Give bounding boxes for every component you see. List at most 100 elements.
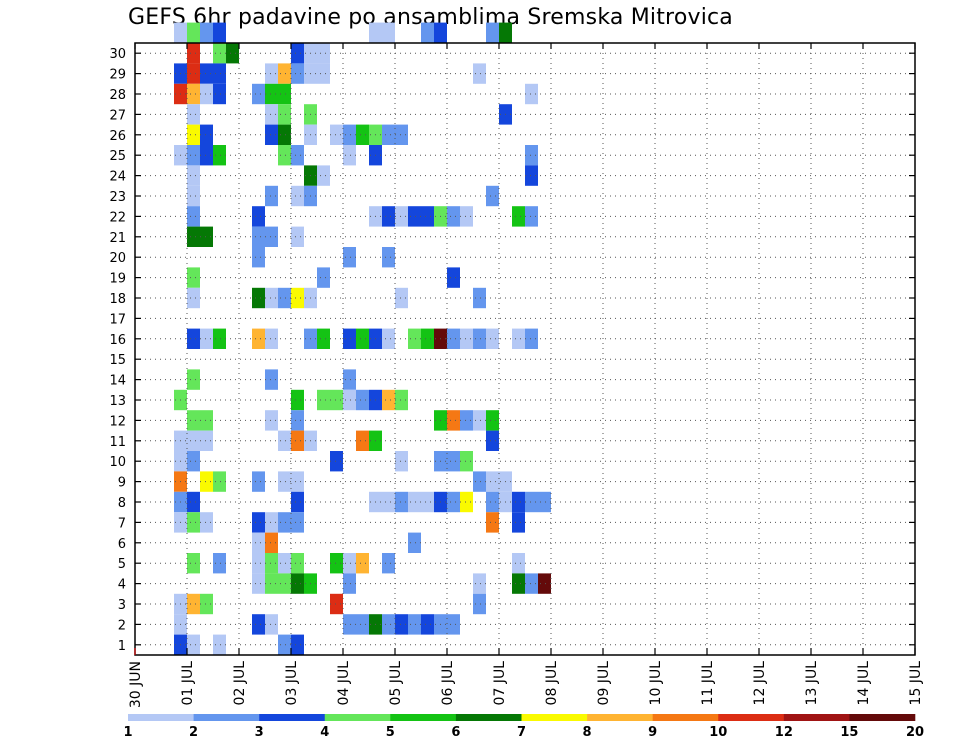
heatmap-cell [473,63,486,84]
heatmap-cell [200,512,213,533]
colorbar-label: 3 [255,725,264,740]
heatmap-cell [486,430,499,451]
heatmap-cell [278,471,291,492]
plot-frame [134,42,916,656]
heatmap-cell [187,124,200,145]
heatmap-cell [291,287,304,309]
colorbar-swatch [652,714,719,721]
heatmap-cell [291,491,304,513]
heatmap-cell [343,124,356,145]
heatmap-cell [447,491,460,513]
heatmap-cell [291,43,304,64]
heatmap-cell [265,553,278,574]
heatmap-cell [538,573,551,594]
heatmap-cell [187,410,200,431]
heatmap-cell [265,410,278,431]
heatmap-cell [395,124,408,145]
heatmap-cell [174,22,187,43]
heatmap-cell [252,287,265,309]
heatmap-cell [525,491,538,513]
x-tick-label: 03 JUL [284,661,300,706]
heatmap-cell [252,471,265,492]
heatmap-cell [187,634,200,655]
heatmap-cell [369,22,382,43]
heatmap-cell [460,328,473,349]
heatmap-cell [265,614,278,635]
heatmap-cell [486,512,499,533]
heatmap-cell [252,247,265,268]
heatmap-cell [343,553,356,574]
heatmap-cell [278,124,291,145]
heatmap-cell [460,451,473,472]
heatmap-cell [291,573,304,594]
colorbar: 1 2 3 4 5 6 7 8 9 10 12 15 20 [123,714,924,740]
heatmap-cell [512,206,525,227]
x-tick-label: 02 JUL [232,661,248,706]
heatmap-cell [187,512,200,533]
heatmap-cell [330,451,343,472]
heatmap-cell [473,287,486,309]
heatmap-cell [265,185,278,207]
y-tick-label: 16 [109,333,126,348]
y-tick-label: 29 [109,68,126,83]
x-tick-label: 09 JUL [596,661,612,706]
heatmap-cell [382,247,395,268]
y-tick-label: 23 [109,190,126,205]
heatmap-cell [187,226,200,247]
x-tick-label: 11 JUL [700,661,716,706]
heatmap-cell [343,247,356,268]
heatmap-cell [382,553,395,574]
heatmap-cell [395,451,408,472]
heatmap-cell [187,491,200,513]
y-tick-label: 19 [109,272,126,287]
heatmap-cell [421,22,434,43]
heatmap-cell [291,430,304,451]
heatmap-cell [213,145,226,166]
heatmap-cell [187,43,200,64]
heatmap-cell [252,226,265,247]
heatmap-cell [187,206,200,227]
heatmap-cell [187,553,200,574]
heatmap-cell [382,491,395,513]
heatmap-cell [213,471,226,492]
heatmap-cell [252,553,265,574]
y-tick-label: 2 [118,618,126,633]
colorbar-label: 2 [189,725,198,740]
heatmap-cell [213,553,226,574]
heatmap-cell [356,124,369,145]
heatmap-cell [265,124,278,145]
y-tick-label: 3 [118,598,126,613]
heatmap-cell [187,328,200,349]
colorbar-label: 1 [123,725,132,740]
colorbar-label: 10 [709,725,727,740]
heatmap-cell [525,145,538,166]
heatmap-cell [278,145,291,166]
heatmap-cell [278,430,291,451]
colorbar-swatch [783,714,850,721]
heatmap-cell [187,63,200,84]
heatmap-cell [473,593,486,615]
heatmap-cell [395,389,408,411]
heatmap-cell [252,328,265,349]
heatmap-cell [278,287,291,309]
heatmap-cell [291,145,304,166]
heatmap-cell [291,471,304,492]
heatmap-cell [291,553,304,574]
heatmap-cell [486,491,499,513]
heatmap-cell [343,369,356,390]
y-tick-label: 6 [118,537,126,552]
x-tick-label: 01 JUL [180,661,196,706]
heatmap-cell [187,287,200,309]
heatmap-cell [395,491,408,513]
colorbar-swatch [193,714,260,721]
heatmap-cell [395,287,408,309]
heatmap-cells [174,22,551,655]
heatmap-cell [265,532,278,553]
y-tick-label: 7 [118,516,126,531]
heatmap-cell [252,206,265,227]
x-tick-label: 30 JUN [128,661,144,708]
heatmap-cell [460,491,473,513]
y-tick-label: 4 [118,578,126,593]
heatmap-cell [252,614,265,635]
